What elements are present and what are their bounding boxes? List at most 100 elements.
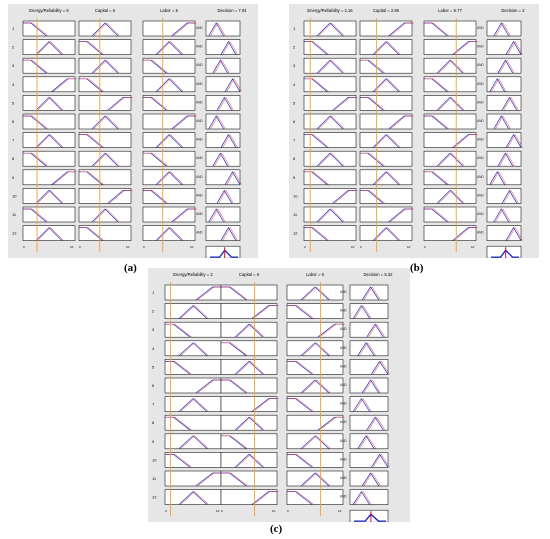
and-label: AND bbox=[477, 63, 484, 67]
membership-curve-shifted bbox=[166, 454, 192, 468]
membership-curve-shifted bbox=[80, 78, 105, 92]
rule-cell bbox=[286, 284, 344, 301]
axis-max: 10 bbox=[216, 509, 220, 513]
membership-curve bbox=[372, 134, 400, 148]
membership-curve-shifted bbox=[173, 208, 197, 223]
rule-cell bbox=[359, 132, 413, 148]
membership-curve-shifted bbox=[222, 472, 248, 487]
membership-curve-shifted bbox=[318, 152, 345, 167]
membership-curve bbox=[35, 41, 63, 55]
rule-cell bbox=[486, 169, 522, 186]
membership-curve bbox=[300, 286, 330, 301]
membership-curve-shifted bbox=[173, 115, 197, 130]
rule-cell bbox=[423, 57, 477, 74]
membership-curve-shifted bbox=[166, 361, 192, 375]
rule-cell bbox=[220, 303, 278, 319]
membership-curve bbox=[212, 59, 229, 74]
membership-curve-shifted bbox=[390, 208, 414, 223]
membership-curve-shifted bbox=[80, 41, 105, 55]
rule-cell bbox=[142, 188, 196, 204]
membership-curve bbox=[35, 96, 63, 111]
axis-max: 10 bbox=[407, 245, 411, 249]
rule-cell bbox=[220, 321, 278, 338]
membership-curve-shifted bbox=[24, 59, 49, 74]
membership-curve-shifted bbox=[318, 22, 345, 37]
rule-cell bbox=[78, 169, 132, 186]
rule-cell bbox=[205, 39, 241, 55]
membership-curve bbox=[501, 189, 518, 204]
membership-curve-shifted bbox=[305, 41, 330, 55]
membership-curve-shifted bbox=[358, 342, 377, 356]
membership-curve bbox=[208, 22, 224, 37]
and-label: AND bbox=[477, 156, 484, 160]
axis-max: 10 bbox=[190, 245, 194, 249]
membership-curve bbox=[91, 22, 119, 37]
and-label: AND bbox=[340, 309, 347, 313]
membership-curve bbox=[300, 435, 330, 450]
panel-c: Energy/Reliability = 2 Capital = 6 Labor =… bbox=[148, 268, 410, 522]
axis-min: 0 bbox=[424, 245, 426, 249]
membership-curve-shifted bbox=[495, 208, 511, 223]
membership-curve-shifted bbox=[334, 97, 358, 111]
membership-curve bbox=[436, 96, 464, 111]
membership-curve-shifted bbox=[361, 152, 386, 167]
panel-b-rule-viewer: Energy/Reliability = 2.16 Capital = 2.86 L… bbox=[293, 8, 525, 258]
rule-cell bbox=[359, 20, 413, 37]
membership-curve bbox=[352, 490, 371, 505]
rule-cell bbox=[22, 225, 76, 241]
rule-cell bbox=[349, 489, 389, 505]
column-title: Labor = 5.77 bbox=[438, 8, 462, 13]
membership-curve bbox=[220, 40, 237, 55]
rule-number: 8 bbox=[152, 420, 155, 425]
rule-cell bbox=[349, 377, 389, 394]
rule-cell bbox=[486, 39, 522, 55]
membership-curve-shifted bbox=[214, 59, 230, 74]
rule-cell bbox=[286, 489, 344, 505]
axis-max: 10 bbox=[272, 509, 276, 513]
rule-cell bbox=[142, 132, 196, 148]
rule-cell bbox=[220, 489, 278, 505]
rule-cell bbox=[486, 225, 522, 241]
membership-curve-shifted bbox=[354, 398, 372, 412]
rule-cell bbox=[205, 225, 241, 241]
membership-curve bbox=[35, 134, 63, 148]
membership-curve-shifted bbox=[157, 227, 184, 241]
rule-number: 6 bbox=[293, 119, 296, 124]
membership-curve bbox=[216, 189, 233, 204]
and-label: AND bbox=[196, 212, 203, 216]
axis-max: 10 bbox=[126, 245, 130, 249]
membership-curve bbox=[372, 78, 400, 93]
rule-cell bbox=[286, 414, 344, 431]
rule-cell bbox=[78, 188, 132, 204]
and-label: AND bbox=[477, 138, 484, 142]
rule-cell bbox=[359, 39, 413, 55]
membership-curve-shifted bbox=[363, 286, 381, 301]
membership-curve bbox=[497, 152, 514, 167]
membership-curve-shifted bbox=[361, 97, 386, 111]
rule-cell bbox=[359, 95, 413, 111]
membership-curve-shifted bbox=[80, 171, 105, 185]
rule-number: 2 bbox=[293, 45, 296, 50]
membership-curve-shifted bbox=[93, 59, 120, 74]
rule-cell bbox=[423, 206, 477, 223]
membership-curve bbox=[352, 397, 371, 412]
rule-cell bbox=[220, 470, 278, 487]
membership-curve bbox=[91, 208, 119, 223]
membership-curve bbox=[316, 152, 344, 167]
membership-curve-shifted bbox=[372, 453, 390, 468]
membership-curve bbox=[178, 435, 208, 450]
membership-curve-shifted bbox=[253, 305, 279, 319]
membership-curve-shifted bbox=[374, 171, 401, 185]
rule-cell bbox=[423, 150, 477, 167]
and-label: AND bbox=[340, 346, 347, 350]
membership-curve bbox=[436, 59, 464, 74]
membership-curve-shifted bbox=[305, 78, 330, 92]
rule-cell bbox=[349, 340, 389, 357]
column-title: Decision = 7.04 bbox=[218, 8, 248, 13]
membership-curve bbox=[91, 59, 119, 74]
membership-curve-shifted bbox=[507, 134, 523, 148]
membership-curve bbox=[208, 208, 224, 223]
membership-curve-shifted bbox=[319, 323, 345, 338]
rule-cell bbox=[486, 20, 522, 37]
and-label: AND bbox=[196, 175, 203, 179]
